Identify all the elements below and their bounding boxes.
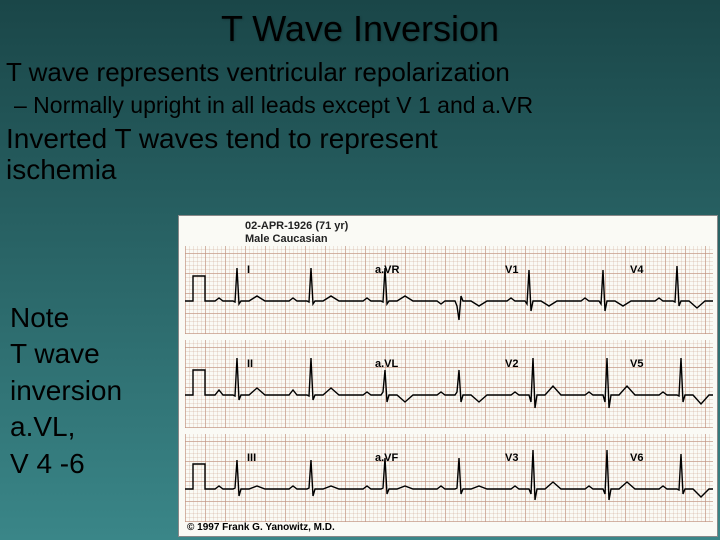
lead-label-V6: V6 <box>630 452 643 464</box>
ecg-header-line2: Male Caucasian <box>245 233 328 245</box>
lead-label-I: I <box>247 264 250 276</box>
bullet-ischemia: Inverted T waves tend to represent ische… <box>6 124 714 186</box>
ecg-copyright: © 1997 Frank G. Yanowitz, M.D. <box>187 522 335 533</box>
bullet-ischemia-line2: ischemia <box>6 154 116 185</box>
note-l2: T wave <box>10 338 100 369</box>
bullet-ischemia-line1: Inverted T waves tend to represent <box>6 123 438 154</box>
ecg-trace-1 <box>185 246 713 334</box>
lead-label-V3: V3 <box>505 452 518 464</box>
note-l4: a.VL, <box>10 411 75 442</box>
lead-label-aVR: a.VR <box>375 264 399 276</box>
subbullet-upright: – Normally upright in all leads except V… <box>14 92 714 118</box>
ecg-trace-3 <box>185 434 713 522</box>
note-l1: Note <box>10 302 69 333</box>
bullet-repolarization: T wave represents ventricular repolariza… <box>6 58 714 88</box>
lead-label-V1: V1 <box>505 264 518 276</box>
lead-label-V5: V5 <box>630 358 643 370</box>
slide: T Wave Inversion T wave represents ventr… <box>0 0 720 540</box>
note-l3: inversion <box>10 375 122 406</box>
lead-label-II: II <box>247 358 253 370</box>
note-callout: Note T wave inversion a.VL, V 4 -6 <box>10 300 122 482</box>
ecg-strip-3: III a.VF V3 V6 <box>185 434 713 522</box>
lead-label-V2: V2 <box>505 358 518 370</box>
lead-label-V4: V4 <box>630 264 643 276</box>
ecg-figure: 02-APR-1926 (71 yr) Male Caucasian I a.V… <box>178 215 718 537</box>
ecg-trace-2 <box>185 340 713 428</box>
lead-label-aVF: a.VF <box>375 452 398 464</box>
lead-label-aVL: a.VL <box>375 358 398 370</box>
slide-title: T Wave Inversion <box>4 8 716 50</box>
ecg-header-line1: 02-APR-1926 (71 yr) <box>245 220 348 232</box>
lead-label-III: III <box>247 452 256 464</box>
ecg-header: 02-APR-1926 (71 yr) Male Caucasian <box>245 220 348 246</box>
ecg-strip-1: I a.VR V1 V4 <box>185 246 713 334</box>
note-l5: V 4 -6 <box>10 448 85 479</box>
ecg-strip-2: II a.VL V2 V5 <box>185 340 713 428</box>
